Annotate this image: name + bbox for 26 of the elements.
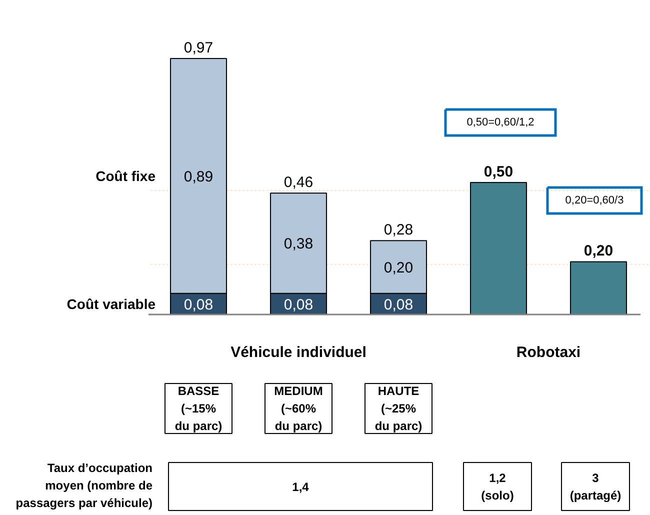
data-label: 0,89 xyxy=(184,168,214,186)
data-label: 0,08 xyxy=(284,296,314,314)
data-label: 0,50 xyxy=(484,164,514,181)
bar xyxy=(470,182,527,315)
text: 1,2 (solo) xyxy=(481,470,514,502)
x-tick-label: HAUTE (~25% du parc) xyxy=(374,384,422,433)
annotation: 0,20=0,60/3 xyxy=(565,194,624,206)
total-label: 0,28 xyxy=(384,222,414,239)
data-label: 0,08 xyxy=(384,296,414,314)
x-tick-label: BASSE (~15% du parc) xyxy=(174,384,222,433)
total-label: 0,97 xyxy=(184,40,214,56)
text: 1,4 xyxy=(292,480,310,494)
data-label: 0,20 xyxy=(384,259,414,276)
annotation: 0,50=0,60/1,2 xyxy=(466,116,534,128)
text: Véhicule individuel xyxy=(230,344,366,361)
text: Robotaxi xyxy=(516,344,581,361)
data-label: 0,38 xyxy=(284,236,314,253)
text: 3 (partagé) xyxy=(570,470,622,502)
series-label: Coût fixe xyxy=(96,168,156,184)
text: Taux d’occupation moyen (nombre de passagers par véhicule) xyxy=(16,461,153,510)
data-label: 0,20 xyxy=(584,242,614,260)
bar xyxy=(570,261,627,315)
series-label: Coût variable xyxy=(66,296,156,312)
x-tick-label: MEDIUM (~60% du parc) xyxy=(274,384,323,433)
data-label: 0,08 xyxy=(184,296,214,314)
total-label: 0,46 xyxy=(284,174,314,192)
